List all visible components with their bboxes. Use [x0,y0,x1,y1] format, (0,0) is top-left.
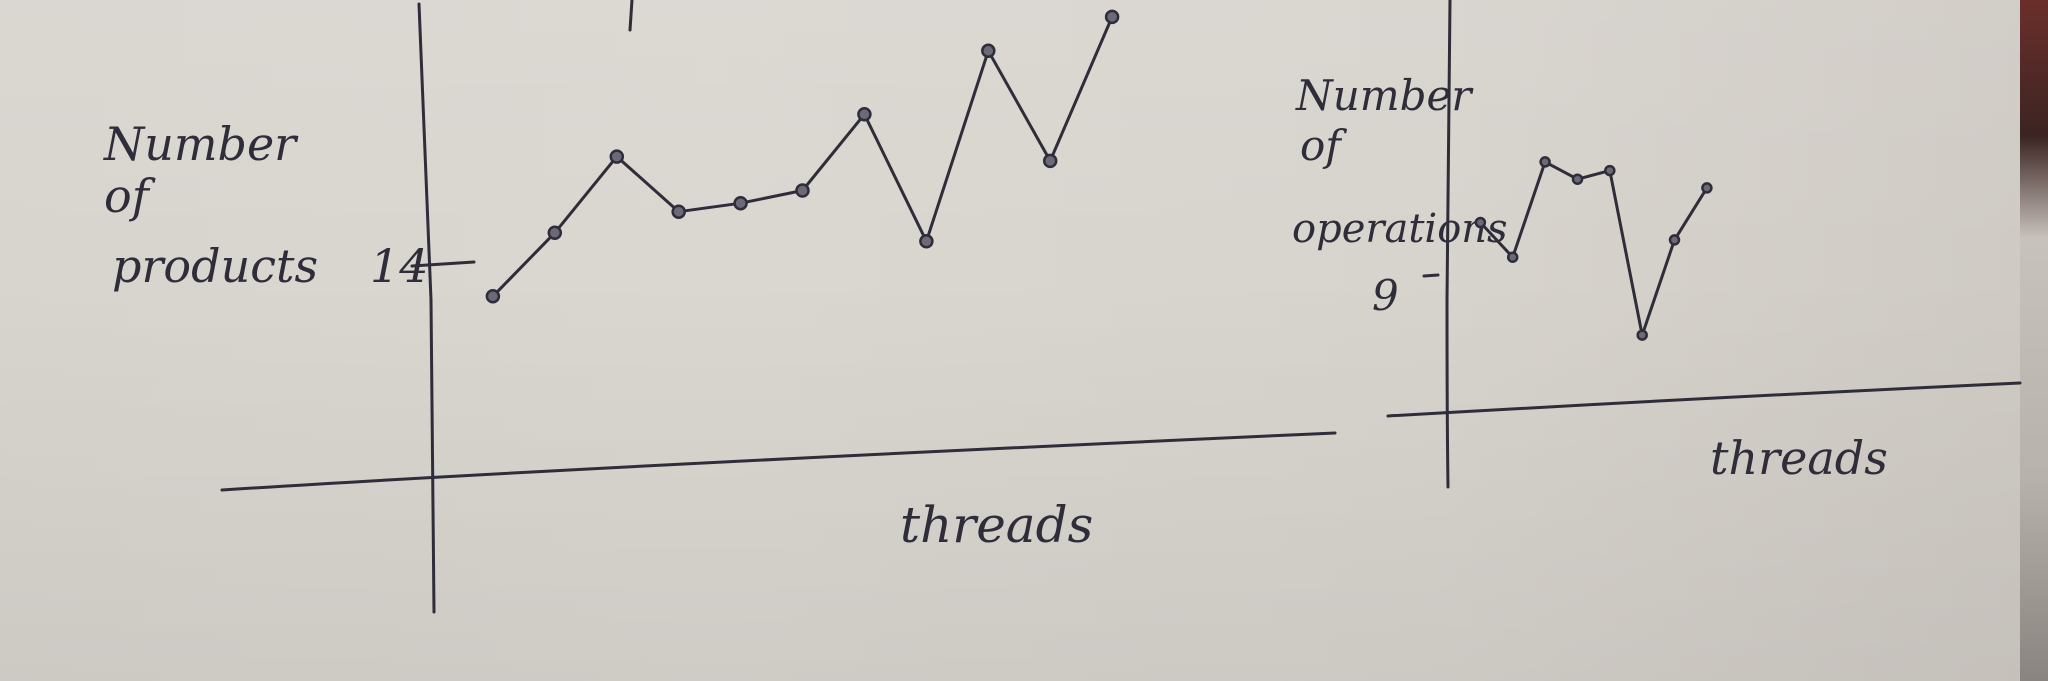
chart-operations: Number of operations 9 threads [1292,0,2022,489]
chart1-point [485,289,501,304]
chart1-point [795,183,810,198]
chart2-y-axis [1445,0,1452,489]
chart2-series [1474,156,1713,341]
chart1-point [857,107,872,122]
chart2-x-axis [1386,381,2022,418]
chart1-point [609,149,625,164]
chart1-ylabel-line1: Number [103,117,299,171]
chart2-point [1474,216,1487,229]
chart2-point [1668,234,1681,246]
chart1-xlabel: threads [900,496,1093,554]
chart2-y-tick-label: 9 [1372,271,1399,320]
chart1-point [547,225,563,241]
chart1-y-axis [417,2,436,614]
chart1-y-tick [410,260,476,268]
chart2-ylabel-line1: Number [1295,71,1474,120]
chart1-point [1042,153,1058,169]
chart1-ylabel-line2: of [104,169,156,223]
chart2-line [1478,160,1709,337]
chart1-point [981,43,996,59]
chart1-point [733,195,748,211]
stray-ink-mark [628,0,634,32]
chart2-point [1701,182,1713,194]
chart2-ylabel-line2: of [1300,121,1347,170]
chart2-y-tick [1422,273,1440,278]
chart1-line [491,15,1114,298]
chart2-point [1604,164,1616,177]
chart2-xlabel: threads [1710,431,1888,485]
chart1-point [671,204,686,219]
chart1-ylabel-line3: products [112,239,318,293]
background-edge [2020,0,2048,681]
chart1-point [1104,9,1120,25]
chart2-ylabel-line3: operations [1292,206,1508,252]
chart1-y-tick-label: 14 [370,239,429,293]
chart-products: Number of products 14 threads [103,2,1337,614]
chart2-point [1571,173,1584,185]
chart2-point [1539,156,1551,168]
chart1-x-axis [220,431,1337,492]
chart2-point [1636,329,1648,341]
chart2-point [1506,251,1519,263]
chart1-series [485,9,1120,304]
chart1-point [919,234,934,249]
